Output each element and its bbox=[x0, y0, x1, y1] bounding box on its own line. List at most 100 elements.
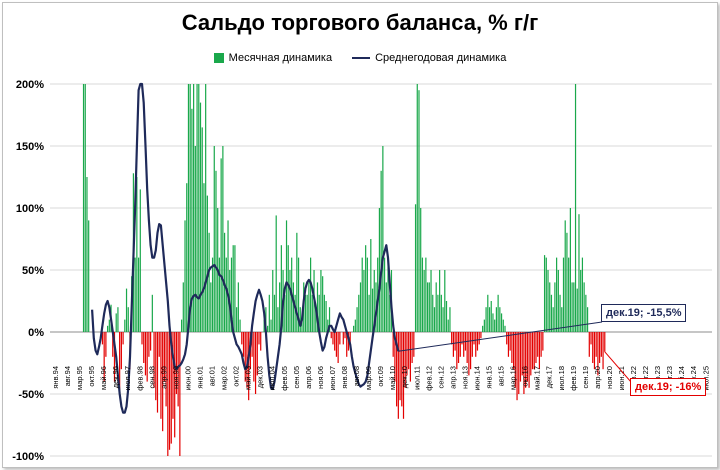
monthly-bar bbox=[258, 332, 260, 345]
monthly-bar bbox=[242, 332, 245, 357]
monthly-bar bbox=[82, 84, 85, 332]
monthly-bar bbox=[378, 208, 381, 332]
x-tick-label: июл.11 bbox=[412, 366, 421, 390]
monthly-bar bbox=[418, 90, 420, 332]
monthly-bar bbox=[101, 332, 104, 345]
monthly-bar bbox=[275, 215, 277, 332]
monthly-bar bbox=[478, 332, 480, 345]
monthly-bar bbox=[435, 282, 437, 332]
monthly-bar bbox=[535, 332, 537, 363]
monthly-bar bbox=[576, 288, 578, 332]
monthly-bar bbox=[499, 307, 501, 332]
monthly-bar bbox=[167, 332, 169, 456]
monthly-bar bbox=[573, 282, 575, 332]
x-tick-label: мар.16 bbox=[509, 366, 518, 390]
monthly-bar bbox=[103, 332, 105, 382]
monthly-bar bbox=[468, 332, 470, 376]
monthly-bar bbox=[201, 127, 203, 333]
monthly-bar bbox=[396, 332, 398, 407]
monthly-bar bbox=[461, 332, 463, 345]
monthly-bar bbox=[523, 332, 525, 394]
monthly-bar bbox=[320, 270, 322, 332]
x-tick-label: янв.08 bbox=[340, 366, 349, 389]
monthly-bar bbox=[473, 332, 475, 345]
monthly-bar bbox=[105, 332, 107, 357]
monthly-bar bbox=[263, 319, 265, 332]
monthly-bar bbox=[518, 332, 520, 394]
monthly-bar bbox=[475, 332, 477, 357]
x-tick-label: фев.98 bbox=[135, 366, 144, 391]
monthly-bar bbox=[509, 332, 511, 351]
monthly-bar bbox=[236, 307, 238, 332]
monthly-bar bbox=[595, 332, 597, 357]
monthly-bar bbox=[476, 332, 479, 351]
monthly-bar bbox=[543, 255, 546, 332]
x-tick-label: июн.07 bbox=[328, 366, 337, 390]
legend-line-swatch bbox=[352, 57, 371, 59]
monthly-bar bbox=[125, 288, 128, 332]
monthly-bar bbox=[459, 332, 461, 357]
monthly-bar bbox=[516, 332, 518, 401]
monthly-bar bbox=[413, 332, 415, 357]
monthly-bar bbox=[550, 294, 553, 332]
x-tick-label: май.03 bbox=[244, 366, 253, 390]
monthly-bar bbox=[500, 313, 503, 332]
monthly-bar bbox=[521, 332, 523, 376]
monthly-bar bbox=[504, 325, 506, 332]
monthly-bar bbox=[168, 332, 171, 450]
x-tick-label: авг.15 bbox=[497, 366, 506, 386]
monthly-bar bbox=[554, 282, 556, 332]
monthly-bar bbox=[139, 189, 141, 332]
legend-bar-swatch bbox=[213, 53, 224, 63]
monthly-bar bbox=[289, 270, 291, 332]
monthly-bar bbox=[191, 108, 193, 332]
monthly-bar bbox=[547, 270, 549, 332]
x-tick-label: окт.23 bbox=[665, 366, 674, 387]
monthly-bar bbox=[497, 294, 499, 332]
monthly-bar bbox=[227, 220, 229, 332]
monthly-bar bbox=[339, 332, 341, 345]
x-tick-label: июл.97 bbox=[123, 366, 132, 390]
monthly-bar bbox=[402, 332, 405, 419]
monthly-bar bbox=[141, 332, 143, 345]
monthly-bar bbox=[184, 220, 186, 332]
x-tick-label: июл.18 bbox=[557, 366, 566, 390]
bar-annotation-leader bbox=[604, 351, 632, 383]
legend-bar-label: Месячная динамика bbox=[228, 52, 333, 64]
monthly-bar bbox=[368, 294, 370, 332]
monthly-bar bbox=[273, 294, 276, 332]
monthly-bar bbox=[205, 84, 207, 332]
monthly-bar bbox=[287, 245, 289, 332]
monthly-bar bbox=[392, 332, 394, 357]
monthly-bar bbox=[358, 294, 360, 332]
monthly-bar bbox=[117, 307, 119, 332]
monthly-bar bbox=[246, 332, 248, 388]
monthly-bar bbox=[234, 245, 236, 332]
monthly-bar bbox=[143, 332, 145, 363]
monthly-bar bbox=[592, 332, 594, 363]
x-tick-label: фев.05 bbox=[280, 366, 289, 391]
monthly-bar bbox=[323, 294, 325, 332]
monthly-bar bbox=[433, 307, 436, 332]
monthly-bar bbox=[251, 332, 253, 357]
monthly-bar bbox=[189, 84, 191, 332]
monthly-bar bbox=[88, 220, 90, 332]
monthly-bar bbox=[562, 257, 565, 332]
monthly-bar bbox=[218, 257, 221, 332]
x-tick-label: сен.98 bbox=[147, 366, 156, 389]
monthly-bar bbox=[593, 332, 596, 370]
monthly-bar bbox=[383, 257, 386, 332]
monthly-bar bbox=[119, 332, 121, 397]
monthly-bar bbox=[559, 294, 561, 332]
monthly-bar bbox=[426, 282, 429, 332]
monthly-bar bbox=[230, 257, 233, 332]
x-tick-label: авг.01 bbox=[208, 366, 217, 386]
monthly-bar bbox=[353, 325, 355, 332]
monthly-bar bbox=[175, 332, 178, 394]
monthly-bar bbox=[590, 332, 592, 345]
x-tick-label: июл.04 bbox=[268, 366, 277, 390]
monthly-bar bbox=[186, 183, 188, 332]
monthly-bar bbox=[84, 84, 86, 332]
monthly-bar bbox=[349, 332, 351, 345]
monthly-bar bbox=[514, 332, 516, 388]
